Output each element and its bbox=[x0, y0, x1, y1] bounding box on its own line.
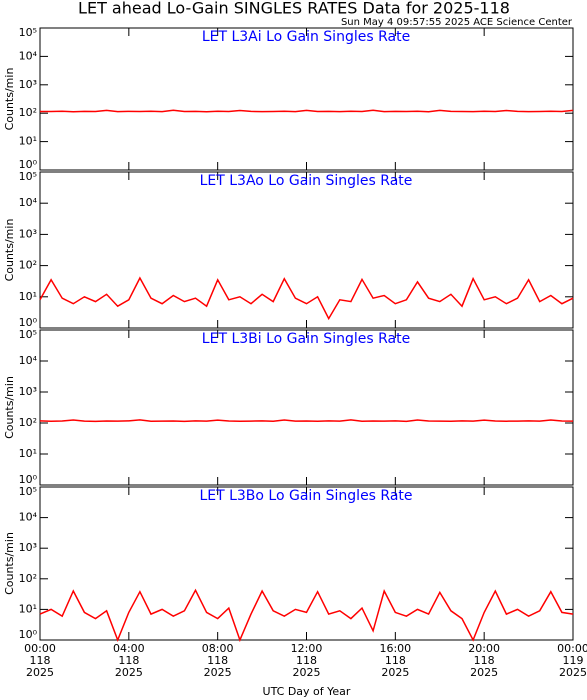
y-tick-label: 10⁴ bbox=[19, 196, 38, 209]
x-tick-label: 20:00 118 2025 bbox=[468, 642, 500, 679]
data-line bbox=[39, 588, 574, 643]
x-axis-label: UTC Day of Year bbox=[263, 685, 351, 698]
y-tick-label: 10⁴ bbox=[19, 49, 38, 62]
y-tick-label: 10⁰ bbox=[19, 473, 38, 486]
y-tick-label: 10² bbox=[19, 416, 37, 429]
y-tick-label: 10² bbox=[19, 572, 37, 585]
y-tick-label: 10⁵ bbox=[19, 170, 37, 183]
y-tick-label: 10³ bbox=[19, 541, 37, 554]
plot-frame bbox=[39, 329, 574, 486]
y-tick-label: 10² bbox=[19, 106, 37, 119]
x-tick-label: 04:00 118 2025 bbox=[112, 642, 145, 679]
y-axis-label: Counts/min bbox=[3, 219, 16, 282]
panel-title: LET L3Ao Lo Gain Singles Rate bbox=[200, 173, 413, 189]
y-tick-label: 10³ bbox=[19, 385, 37, 398]
y-axis-label: Counts/min bbox=[3, 376, 16, 439]
y-tick-label: 10³ bbox=[19, 227, 37, 240]
y-tick-label: 10² bbox=[19, 259, 37, 272]
panel-title: LET L3Bo Lo Gain Singles Rate bbox=[199, 488, 412, 504]
x-tick-label: 00:00 119 2025 bbox=[557, 642, 587, 679]
x-tick-label: 00:00 118 2025 bbox=[24, 642, 56, 679]
y-tick-label: 10¹ bbox=[19, 447, 37, 460]
chart-subtitle: Sun May 4 09:57:55 2025 ACE Science Cent… bbox=[341, 17, 573, 28]
y-tick-label: 10⁰ bbox=[19, 628, 38, 641]
panel-title: LET L3Bi Lo Gain Singles Rate bbox=[202, 331, 410, 347]
panel-title: LET L3Ai Lo Gain Singles Rate bbox=[202, 29, 410, 45]
plot-frame bbox=[39, 27, 574, 171]
x-tick-label: 16:00 118 2025 bbox=[379, 642, 412, 679]
y-tick-label: 10¹ bbox=[19, 602, 37, 615]
y-tick-label: 10⁴ bbox=[19, 511, 38, 524]
y-tick-label: 10⁰ bbox=[19, 316, 38, 329]
y-tick-label: 10⁵ bbox=[19, 485, 37, 498]
plot-frame bbox=[39, 486, 574, 641]
y-tick-label: 10¹ bbox=[19, 290, 37, 303]
y-axis-label: Counts/min bbox=[3, 532, 16, 595]
y-tick-label: 10⁵ bbox=[19, 26, 37, 39]
y-axis-label: Counts/min bbox=[3, 68, 16, 131]
chart-title: LET ahead Lo-Gain SINGLES RATES Data for… bbox=[78, 0, 510, 18]
x-tick-label: 12:00 118 2025 bbox=[290, 642, 323, 679]
x-tick-label: 08:00 118 2025 bbox=[201, 642, 234, 679]
y-tick-label: 10⁰ bbox=[19, 158, 38, 171]
data-line bbox=[39, 276, 574, 321]
y-tick-label: 10³ bbox=[19, 78, 37, 91]
data-line bbox=[40, 109, 574, 113]
y-tick-label: 10⁵ bbox=[19, 328, 37, 341]
data-line bbox=[39, 419, 574, 423]
y-tick-label: 10⁴ bbox=[19, 354, 38, 367]
y-tick-label: 10¹ bbox=[19, 135, 37, 148]
